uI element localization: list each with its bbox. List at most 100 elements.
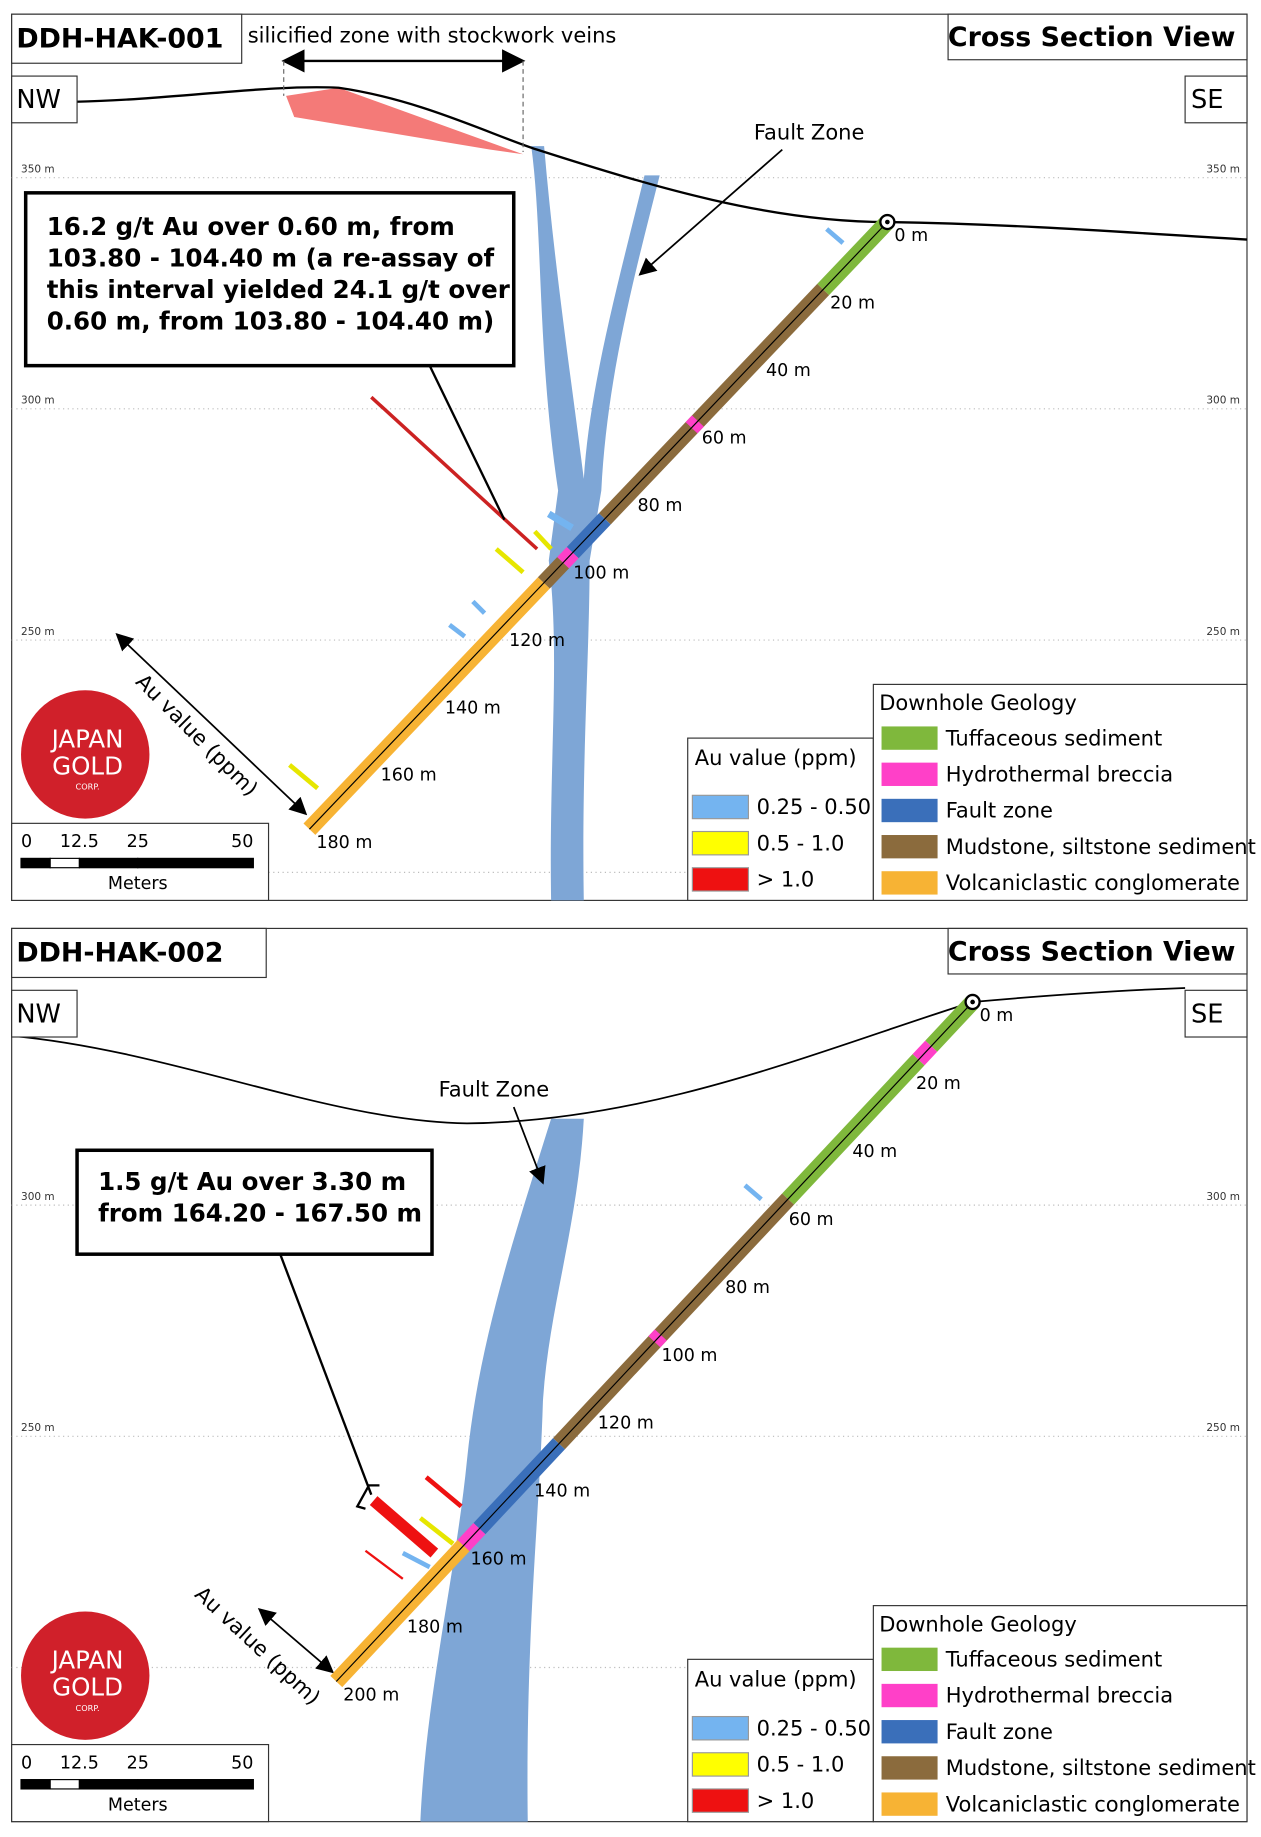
depth-label: 100 m (573, 563, 629, 583)
au-legend-label: 0.5 - 1.0 (757, 1752, 845, 1777)
au-axis-arrow (257, 1607, 335, 1674)
scale-segment (78, 857, 139, 869)
scale-tick: 50 (231, 832, 253, 852)
scale-segment (49, 857, 80, 869)
depth-label: 0 m (894, 226, 928, 246)
geology-legend-label: Mudstone, siltstone sediment (946, 834, 1256, 859)
fault-label: Fault Zone (754, 119, 865, 144)
scale-tick: 0 (21, 1753, 32, 1773)
view-title-box (947, 927, 1248, 975)
topography (11, 987, 1186, 1125)
callout-leader (428, 365, 506, 521)
callout-leader (279, 1253, 373, 1496)
depth-label: 180 m (407, 1618, 463, 1638)
elevation-label: 300 m (21, 1191, 55, 1203)
elevation-label: 300 m (1206, 1191, 1240, 1203)
au-legend-label: > 1.0 (757, 867, 815, 892)
logo-text: JAPAN (50, 724, 124, 753)
nw: NW (16, 999, 61, 1029)
callout-text: this interval yielded 24.1 g/t over (47, 275, 511, 304)
assay-bars (288, 227, 845, 1580)
callout-bracket (355, 1484, 380, 1510)
se-box (1184, 75, 1248, 124)
geology-swatch (881, 1647, 938, 1672)
fault-arrow (512, 1106, 546, 1185)
callout-text: 1.5 g/t Au over 3.30 m (98, 1167, 406, 1196)
annotation: silicified zone with stockwork veins (248, 22, 617, 47)
hole-trace (335, 1001, 974, 1682)
scale-tick: 12.5 (60, 832, 99, 852)
elevation-label: 250 m (1206, 626, 1240, 638)
depth-label: 180 m (316, 833, 372, 853)
au-legend-label: > 1.0 (757, 1788, 815, 1813)
callout-text: 103.80 - 104.40 m (a re-assay of (47, 243, 495, 272)
au-swatch (691, 794, 750, 820)
elevation-label: 300 m (21, 395, 55, 407)
hole-id: DDH-HAK-002 (16, 938, 223, 969)
se: SE (1191, 999, 1224, 1029)
elevation-label: 350 m (21, 163, 55, 175)
depth-label: 120 m (598, 1414, 654, 1434)
geology-legend-title: Downhole Geology (879, 690, 1077, 715)
depth-label: 20 m (916, 1074, 961, 1094)
elevation-label: 250 m (1206, 1422, 1240, 1434)
depth-label: 20 m (830, 294, 875, 314)
geology-swatch (881, 1792, 938, 1816)
depth-label: 40 m (766, 361, 811, 381)
depth-label: 120 m (509, 631, 565, 651)
scale-tick: 12.5 (60, 1753, 99, 1773)
au-swatch (691, 867, 750, 892)
geology-swatch (881, 1720, 938, 1744)
silicified-zone (286, 87, 524, 155)
scale-segment (137, 857, 254, 869)
geology-swatch (881, 798, 938, 823)
au-legend-label: 0.5 - 1.0 (757, 830, 845, 855)
geology-swatch (881, 835, 938, 859)
scale-segment (20, 1779, 51, 1790)
nw-box (11, 989, 78, 1038)
callout-text: 0.60 m, from 103.80 - 104.40 m) (47, 306, 495, 335)
scale-segment (137, 1779, 254, 1790)
callout-box (75, 1148, 434, 1256)
depth-label: 40 m (852, 1142, 897, 1162)
depth-label: 80 m (725, 1278, 770, 1298)
elevation-label: 350 m (1206, 163, 1240, 175)
logo-text: GOLD (52, 751, 123, 780)
elevation-label: 250 m (21, 1422, 55, 1434)
au-legend-label: 0.25 - 0.50 (757, 794, 871, 819)
au-swatch (691, 830, 750, 856)
depth-label: 140 m (445, 698, 501, 718)
topography (75, 86, 1248, 241)
logo-disc (21, 690, 150, 819)
depth-label: 140 m (534, 1482, 590, 1502)
logo-text: CORP. (76, 1703, 100, 1713)
geology-swatch (881, 871, 938, 895)
au-swatch (691, 1788, 750, 1813)
geology-legend-label: Volcaniclastic conglomerate (946, 870, 1240, 895)
au-swatch (691, 1715, 750, 1741)
scale-segment (20, 857, 51, 869)
geology-legend-label: Tuffaceous sediment (945, 1647, 1162, 1672)
elevation-label: 250 m (21, 626, 55, 638)
hole-id-box (11, 13, 243, 64)
geology-swatch (881, 762, 938, 786)
logo-disc (21, 1611, 150, 1740)
au-axis-arrow (115, 632, 308, 816)
geology-legend-label: Volcaniclastic conglomerate (946, 1791, 1240, 1816)
callout-text: from 164.20 - 167.50 m (98, 1198, 422, 1227)
callout-text: 16.2 g/t Au over 0.60 m, from (47, 212, 455, 241)
scale-tick: 25 (127, 832, 149, 852)
elevation-label: 300 m (1206, 395, 1240, 407)
geology-swatch (881, 1756, 938, 1780)
depth-label: 80 m (638, 496, 683, 516)
depth-label: 160 m (471, 1550, 527, 1570)
scale-segment (49, 1779, 80, 1790)
scale-tick: 50 (231, 1753, 253, 1773)
scale-segment (78, 1779, 139, 1790)
logo-text: CORP. (76, 782, 100, 792)
hole-id-box (11, 927, 267, 979)
au-legend-title: Au value (ppm) (695, 1666, 857, 1691)
scale-unit: Meters (108, 874, 168, 894)
logo-text: JAPAN (50, 1646, 124, 1675)
